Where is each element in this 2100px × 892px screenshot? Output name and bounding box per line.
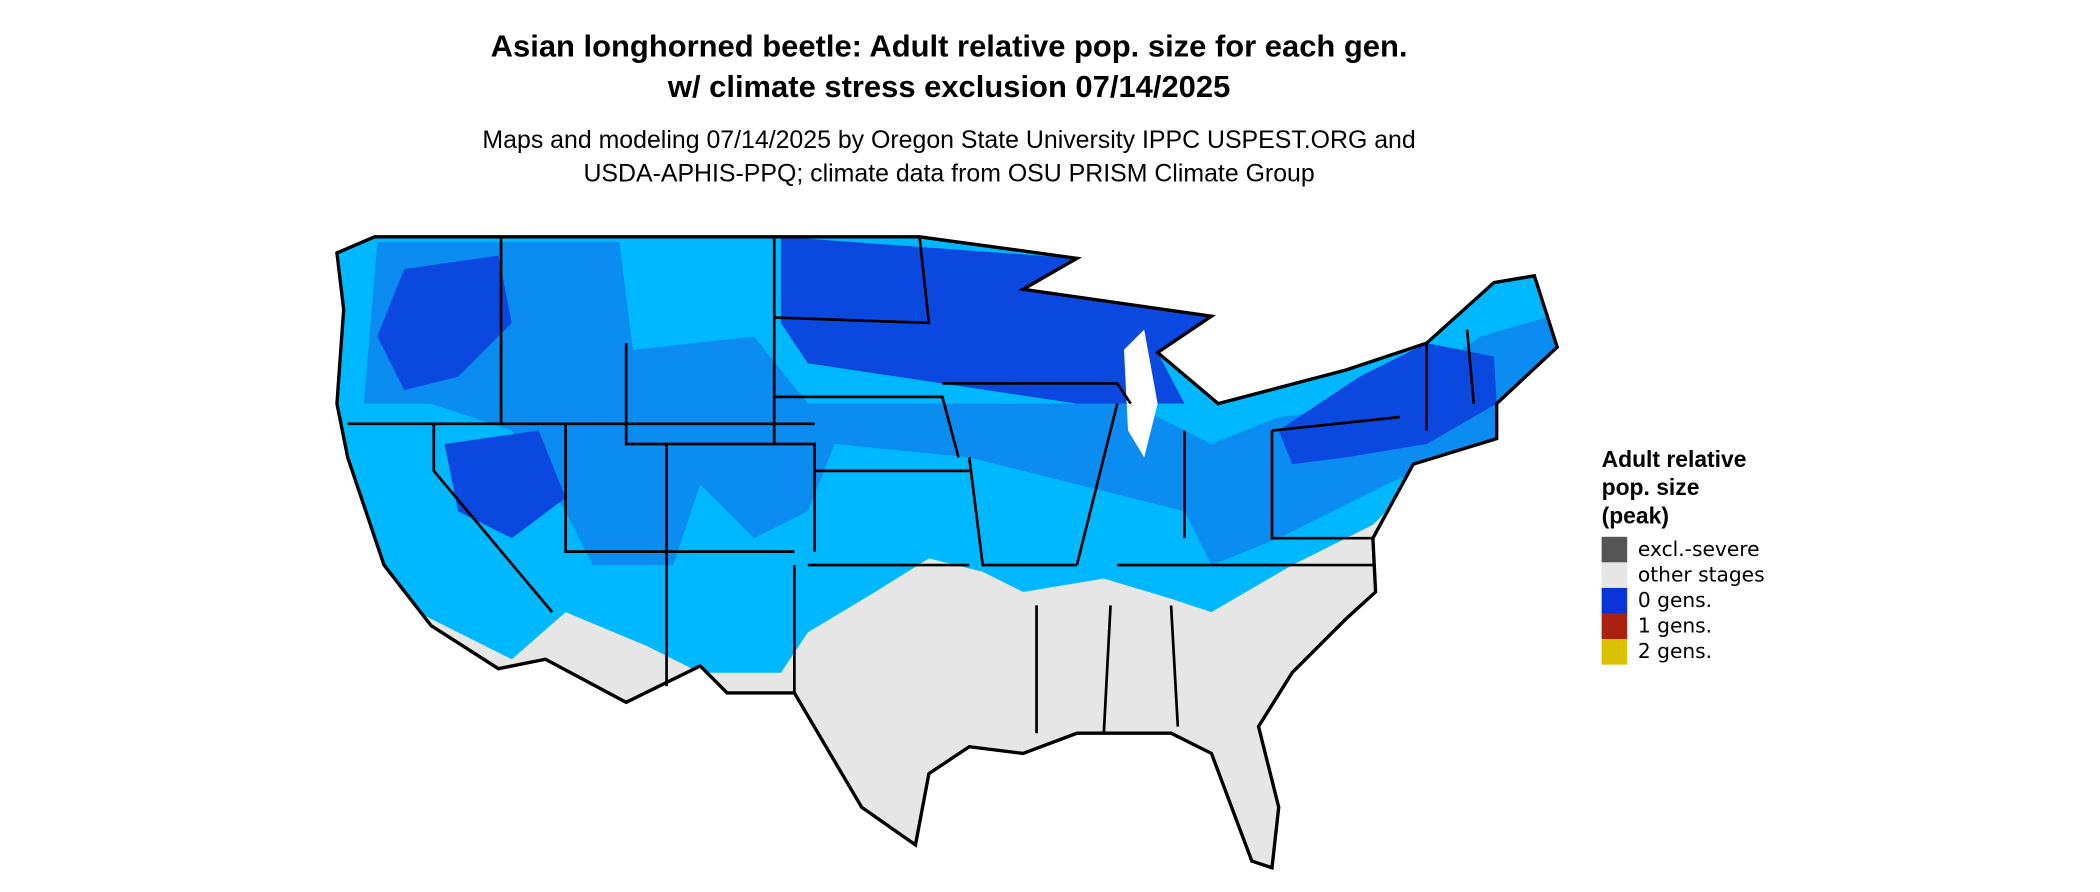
legend-title: pop. size bbox=[1602, 474, 1700, 500]
legend-swatch bbox=[1601, 639, 1628, 665]
title-line: w/ climate stress exclusion 07/14/2025 bbox=[667, 69, 1230, 104]
title-line: Asian longhorned beetle: Adult relative … bbox=[491, 29, 1408, 64]
legend-label: 2 gens. bbox=[1638, 639, 1712, 663]
legend-swatch bbox=[1601, 536, 1628, 563]
region-dark-blue bbox=[780, 236, 1212, 404]
map-fill bbox=[336, 236, 1558, 868]
legend-label: excl.-severe bbox=[1638, 537, 1760, 561]
subtitle-line: USDA-APHIS-PPQ; climate data from OSU PR… bbox=[583, 160, 1314, 188]
legend-label: 0 gens. bbox=[1638, 588, 1712, 612]
legend-swatch bbox=[1601, 587, 1628, 614]
region-dark-blue bbox=[1278, 343, 1497, 465]
state-lines bbox=[347, 236, 1476, 734]
legend-swatch bbox=[1601, 613, 1628, 640]
legend-label: other stages bbox=[1638, 562, 1765, 586]
lake bbox=[1123, 329, 1158, 458]
subtitle-line: Maps and modeling 07/14/2025 by Oregon S… bbox=[482, 126, 1415, 154]
legend-title: (peak) bbox=[1602, 502, 1669, 528]
legend-label: 1 gens. bbox=[1638, 613, 1712, 637]
legend-swatch bbox=[1601, 562, 1628, 588]
legend-title: Adult relative bbox=[1602, 446, 1747, 472]
region-dark-blue bbox=[444, 430, 566, 539]
